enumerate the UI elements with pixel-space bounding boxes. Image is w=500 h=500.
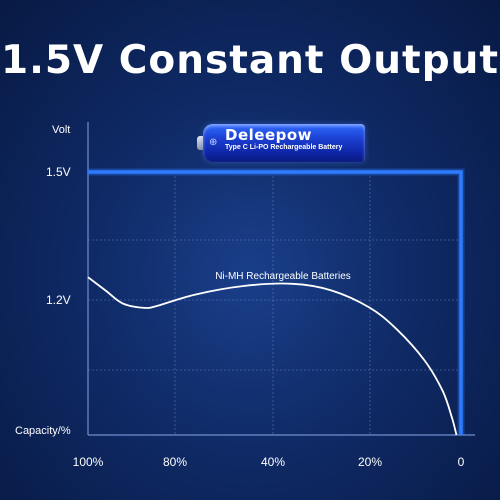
chart-grid [88,172,462,435]
x-axis-label: Capacity/% [15,425,71,437]
annotation-nimh: Ni-MH Rechargeable Batteries [215,271,351,282]
battery-terminal [197,136,205,150]
headline: 1.5V Constant Output [0,38,500,83]
battery-image: ⊕ Deleepow Type C Li-PO Rechargeable Bat… [197,124,365,162]
series-nimh-curve [87,276,458,436]
series-lipo-glow [88,168,465,435]
chart-labels: Volt Capacity/% 1.5V 1.2V 100% 80% 40% 20% 0 Ni-M… [15,124,465,469]
y-tick-label-1: 1.5V [46,165,71,179]
chart-series [87,168,465,436]
battery-body [203,124,365,162]
battery-subtitle: Type C Li-PO Rechargeable Battery [225,144,343,151]
series-lipo-line [88,170,463,435]
x-tick-label-2: 80% [163,455,187,469]
x-tick-label-3: 40% [261,455,285,469]
y-axis-label: Volt [52,124,70,136]
battery-plus-icon: ⊕ [209,137,218,148]
y-tick-label-2: 1.2V [46,293,71,307]
x-tick-label-4: 20% [358,455,382,469]
x-tick-label-1: 100% [73,455,104,469]
chart-axes [87,122,475,436]
x-tick-label-5: 0 [458,455,465,469]
battery-brand: Deleepow [225,126,313,144]
